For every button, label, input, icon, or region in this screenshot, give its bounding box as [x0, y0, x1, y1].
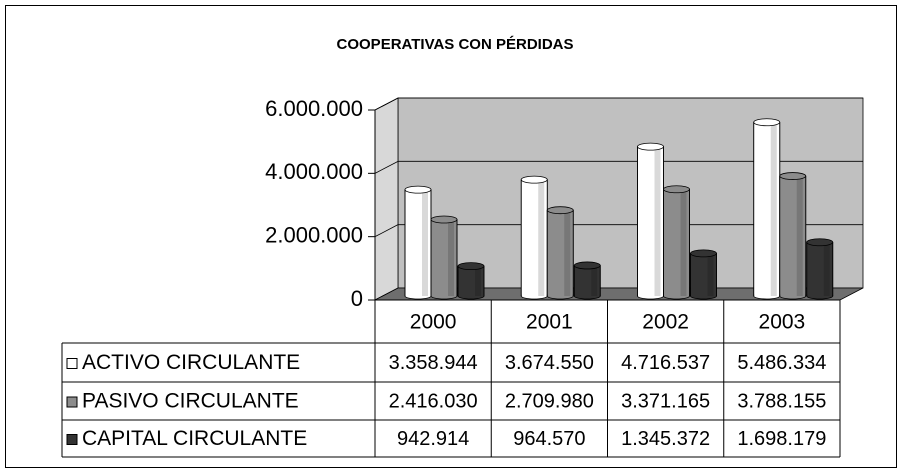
bar-top	[663, 185, 690, 194]
bar-cover	[521, 179, 547, 296]
side-wall	[374, 97, 399, 301]
grid-line	[374, 160, 399, 174]
legend-label: PASIVO CIRCULANTE	[82, 390, 299, 413]
bar-cover	[547, 210, 573, 296]
bar-top	[430, 215, 458, 224]
x-tick-label: 2003	[759, 311, 806, 334]
value-label: 942.914	[397, 428, 469, 450]
bar-cover	[780, 176, 806, 296]
bar-top	[546, 206, 574, 215]
bar-cover	[405, 189, 431, 296]
bar-top	[573, 261, 601, 270]
legend-label: ACTIVO CIRCULANTE	[82, 351, 300, 374]
chart-title: COOPERATIVAS CON PÉRDIDAS	[337, 36, 574, 53]
bar-cover	[638, 146, 663, 296]
bar-top	[753, 118, 781, 127]
bar-top	[520, 175, 548, 184]
value-label: 2.416.030	[389, 390, 478, 412]
value-label: 2.709.980	[505, 390, 594, 412]
legend-marker	[66, 358, 78, 369]
bar-cover	[458, 266, 484, 296]
y-tick-label: 0	[351, 286, 363, 311]
x-tick-label: 2000	[410, 311, 457, 334]
bar-cover	[754, 122, 780, 297]
y-tick-label: 4.000.000	[265, 159, 363, 184]
bar-cover	[807, 242, 833, 296]
bar-top	[404, 185, 432, 194]
grid-line	[374, 224, 399, 238]
bar-cover	[664, 189, 689, 296]
value-label: 3.674.550	[505, 352, 594, 374]
bar-cover	[431, 219, 457, 296]
bar-top	[690, 249, 717, 258]
legend-label: CAPITAL CIRCULANTE	[82, 427, 307, 450]
value-label: 5.486.334	[737, 352, 826, 374]
bar-top	[637, 142, 664, 151]
x-tick-label: 2001	[526, 311, 573, 334]
bar-top	[457, 262, 485, 271]
bar-cover	[691, 253, 716, 296]
value-label: 3.358.944	[389, 352, 478, 374]
value-label: 1.698.179	[737, 428, 826, 450]
y-tick-label: 6.000.000	[265, 96, 363, 121]
grid-line	[374, 97, 399, 111]
legend-marker	[66, 396, 78, 408]
bar-top	[779, 172, 807, 180]
y-tick-label: 2.000.000	[265, 222, 363, 247]
value-label: 4.716.537	[621, 352, 710, 374]
x-tick-label: 2002	[642, 311, 689, 334]
bar-top	[806, 238, 834, 247]
bar-cover	[574, 265, 600, 296]
legend-marker	[66, 434, 78, 445]
value-label: 3.788.155	[737, 390, 826, 412]
value-label: 3.371.165	[621, 390, 710, 412]
value-label: 1.345.372	[621, 428, 710, 450]
value-label: 964.570	[513, 428, 585, 450]
